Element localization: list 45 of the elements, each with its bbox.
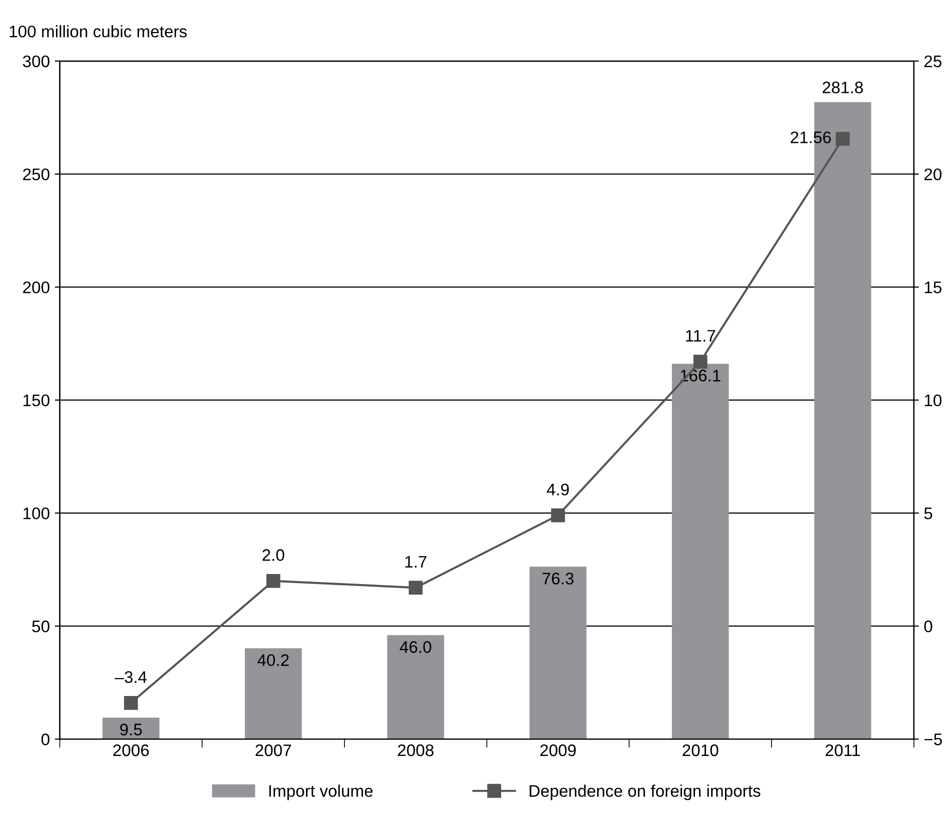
data-label: 281.8 (822, 82, 863, 94)
legend-label: Import volume (269, 784, 373, 800)
data-label: 46.0 (400, 641, 432, 653)
y2-tick-label: 25 (924, 55, 942, 68)
y2-tick-label: 0 (924, 620, 932, 632)
y2-tick-label: 5 (924, 508, 932, 520)
bar (244, 648, 302, 740)
bar (102, 718, 160, 740)
x-tick-label: 2010 (682, 744, 718, 756)
x-tick-label: 2011 (826, 744, 860, 756)
bar (530, 566, 586, 740)
y-axis-title: 100 million cubic meters (10, 25, 187, 38)
y-tick-label: 250 (23, 168, 50, 180)
data-label: 11.7 (686, 330, 716, 342)
legend-label: Dependence on foreign imports (530, 784, 760, 800)
y-tick-label: 150 (24, 394, 50, 406)
y-tick-label: 200 (23, 281, 50, 294)
data-label: 9.5 (120, 724, 142, 736)
x-tick-label: 2009 (540, 744, 576, 756)
y2-tick-label: 10 (924, 394, 942, 406)
data-label: 1.7 (405, 556, 426, 568)
data-label: 4.9 (546, 484, 569, 496)
y-tick-label: 100 (24, 507, 50, 520)
point (266, 574, 280, 588)
x-tick-label: 2006 (113, 744, 149, 756)
y2-tick-label: 15 (924, 282, 942, 294)
y-tick-label: 300 (22, 55, 50, 68)
data-label: 21.56 (790, 131, 831, 144)
y-tick-label: 0 (41, 734, 50, 746)
y2-tick-label: −5 (924, 734, 942, 746)
bar (387, 635, 444, 740)
data-label: –3.4 (114, 671, 147, 683)
point (693, 354, 708, 369)
data-label: 2.0 (262, 549, 284, 561)
point (124, 696, 138, 710)
data-label: 40.2 (257, 654, 289, 666)
point (836, 132, 850, 146)
y-tick-label: 50 (32, 620, 50, 632)
point (408, 580, 423, 595)
bar (672, 364, 729, 740)
point (551, 508, 565, 522)
y2-tick-label: 20 (924, 168, 942, 180)
data-label: 76.3 (542, 572, 574, 584)
x-tick-label: 2008 (398, 744, 434, 756)
x-tick-label: 2007 (256, 744, 292, 756)
